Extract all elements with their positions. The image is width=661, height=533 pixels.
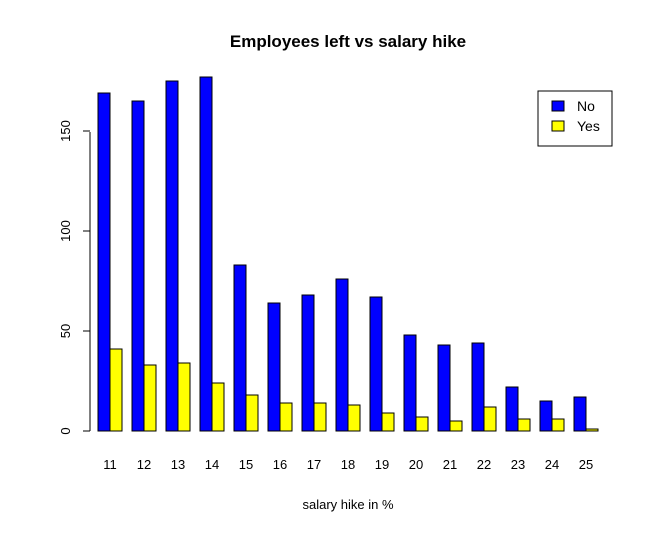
bar-yes-21 — [449, 420, 463, 432]
bar-yes-14 — [211, 382, 225, 432]
legend-swatch-no — [551, 100, 565, 112]
bar-yes-22 — [483, 406, 497, 432]
bar-no-24 — [539, 400, 553, 432]
chart-title: Employees left vs salary hike — [230, 32, 466, 51]
bar-no-23 — [505, 386, 519, 432]
bar-no-18 — [335, 278, 349, 432]
x-tick-label: 14 — [205, 457, 219, 472]
x-axis-label: salary hike in % — [302, 497, 393, 512]
x-tick-label: 21 — [443, 457, 457, 472]
legend-swatch-yes — [551, 120, 565, 132]
bar-yes-11 — [109, 348, 123, 432]
x-tick-label: 25 — [579, 457, 593, 472]
bar-yes-25 — [585, 428, 599, 432]
y-tick-label: 150 — [58, 120, 73, 142]
x-tick-label: 16 — [273, 457, 287, 472]
bar-no-15 — [233, 264, 247, 432]
bar-no-13 — [165, 80, 179, 432]
bar-no-25 — [573, 396, 587, 432]
bar-yes-13 — [177, 362, 191, 432]
y-tick-label: 100 — [58, 220, 73, 242]
bar-no-20 — [403, 334, 417, 432]
legend: No Yes — [537, 90, 613, 147]
x-tick-label: 20 — [409, 457, 423, 472]
x-tick-label: 12 — [137, 457, 151, 472]
x-tick-label: 13 — [171, 457, 185, 472]
x-tick-label: 24 — [545, 457, 559, 472]
y-axis-ticks: 0 50 100 150 — [58, 120, 90, 435]
bar-yes-17 — [313, 402, 327, 432]
bar-yes-19 — [381, 412, 395, 432]
bar-no-19 — [369, 296, 383, 432]
y-tick-label: 50 — [58, 324, 73, 338]
y-tick-label: 0 — [58, 427, 73, 434]
bar-yes-23 — [517, 418, 531, 432]
bar-no-17 — [301, 294, 315, 432]
bar-yes-24 — [551, 418, 565, 432]
bar-no-21 — [437, 344, 451, 432]
bar-no-22 — [471, 342, 485, 432]
x-tick-label: 15 — [239, 457, 253, 472]
x-tick-label: 22 — [477, 457, 491, 472]
legend-box — [537, 90, 613, 147]
x-tick-label: 23 — [511, 457, 525, 472]
x-tick-label: 17 — [307, 457, 321, 472]
bar-no-12 — [131, 100, 145, 432]
x-tick-label: 11 — [103, 457, 117, 472]
bar-group — [97, 76, 599, 432]
bar-yes-20 — [415, 416, 429, 432]
bar-yes-16 — [279, 402, 293, 432]
bar-yes-18 — [347, 404, 361, 432]
bar-no-16 — [267, 302, 281, 432]
x-axis-tick-labels: 11 12 13 14 15 16 17 18 19 20 21 22 23 24 25 — [103, 457, 593, 472]
x-tick-label: 18 — [341, 457, 355, 472]
bar-no-11 — [97, 92, 111, 432]
legend-label-yes: Yes — [577, 118, 600, 134]
bar-yes-12 — [143, 364, 157, 432]
bar-no-14 — [199, 76, 213, 432]
bar-yes-15 — [245, 394, 259, 432]
legend-label-no: No — [577, 98, 595, 114]
x-tick-label: 19 — [375, 457, 389, 472]
